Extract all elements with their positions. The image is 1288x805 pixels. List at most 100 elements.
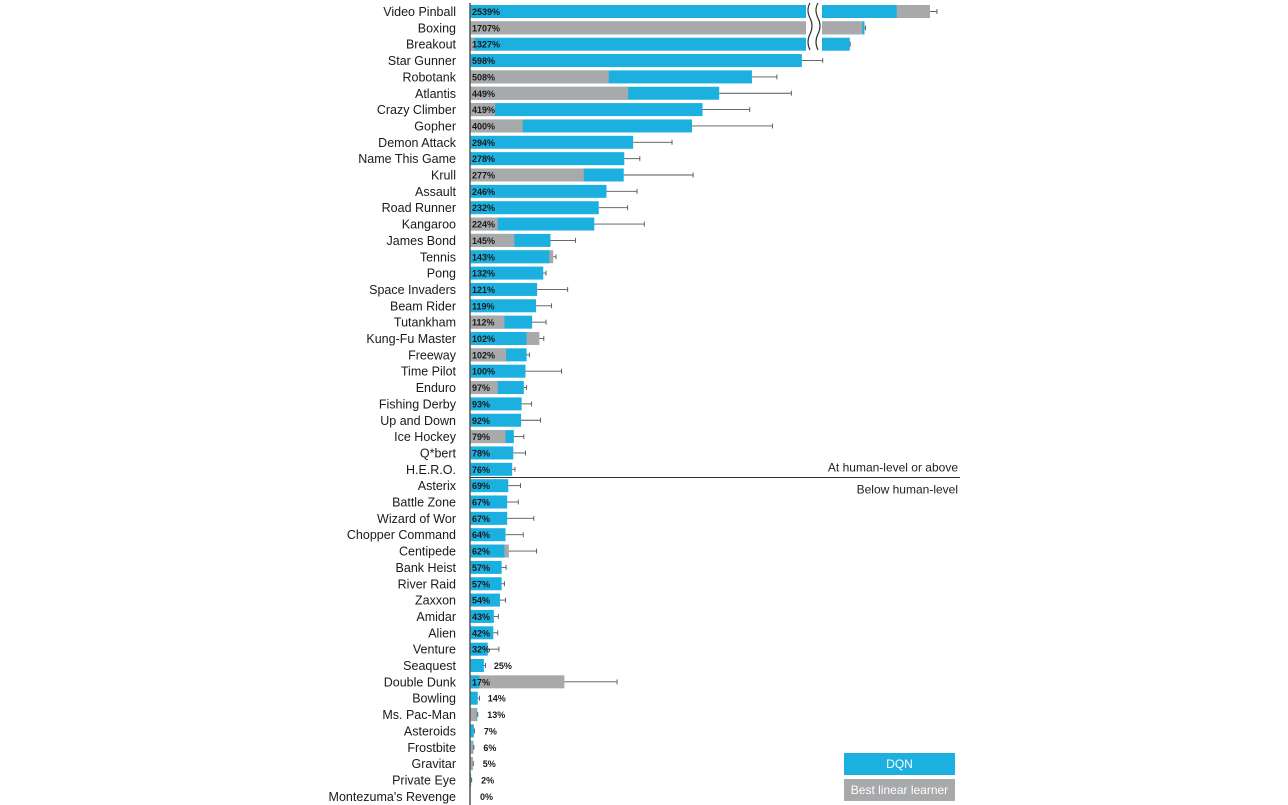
game-label: Frostbite — [407, 741, 456, 755]
game-label: Video Pinball — [383, 5, 456, 19]
game-label: Seaquest — [403, 659, 456, 673]
value-label: 2539% — [472, 7, 500, 17]
dqn-bar — [470, 184, 607, 198]
dqn-bar — [470, 54, 802, 68]
game-label: Chopper Command — [347, 528, 456, 542]
game-label: Double Dunk — [384, 675, 457, 689]
game-label: Battle Zone — [392, 496, 456, 510]
value-label: 145% — [472, 236, 495, 246]
above-human-level-label: At human-level or above — [828, 460, 958, 474]
below-human-level-label: Below human-level — [857, 482, 958, 496]
linear-bar — [470, 675, 565, 689]
dqn-bar — [470, 119, 692, 133]
game-label: Gopher — [414, 119, 456, 133]
game-label: Demon Attack — [378, 136, 457, 150]
value-label: 97% — [472, 383, 490, 393]
value-label: 25% — [494, 661, 512, 671]
value-label: 62% — [472, 547, 490, 557]
game-label: Kung-Fu Master — [366, 332, 456, 346]
dqn-bar — [470, 642, 488, 656]
game-label: H.E.R.O. — [406, 463, 456, 477]
value-label: 69% — [472, 481, 490, 491]
dqn-bar — [470, 593, 500, 607]
legend-dqn-swatch: DQN — [844, 753, 955, 775]
game-label: Tutankham — [394, 316, 456, 330]
axis-break-mark — [806, 0, 822, 55]
value-label: 1327% — [472, 40, 500, 50]
linear-bar — [470, 381, 498, 395]
value-label: 14% — [488, 694, 506, 704]
value-label: 400% — [472, 121, 495, 131]
dqn-bar — [470, 266, 544, 280]
dqn-bar — [470, 462, 513, 476]
game-label: Time Pilot — [401, 365, 457, 379]
game-label: Tennis — [420, 250, 456, 264]
game-label: Venture — [413, 643, 456, 657]
bars-layer — [470, 5, 938, 787]
linear-bar — [470, 217, 498, 231]
value-label: 508% — [472, 72, 495, 82]
game-label: Zaxxon — [415, 594, 456, 608]
value-label: 7% — [484, 726, 497, 736]
game-label: Breakout — [406, 38, 457, 52]
linear-bar — [470, 757, 473, 771]
game-label: Q*bert — [420, 446, 457, 460]
game-label: Up and Down — [380, 414, 456, 428]
dqn-bar — [470, 332, 527, 345]
dqn-bar — [470, 724, 474, 738]
value-label: 92% — [472, 416, 490, 426]
value-label: 13% — [487, 710, 505, 720]
dqn-bar — [470, 250, 550, 264]
dqn-bar — [470, 675, 480, 689]
value-label: 143% — [472, 252, 495, 262]
dqn-bar — [470, 495, 508, 509]
value-label: 449% — [472, 89, 495, 99]
value-label: 121% — [472, 285, 495, 295]
game-label: Bowling — [412, 692, 456, 706]
value-label: 112% — [472, 318, 495, 328]
dqn-bar — [470, 152, 625, 166]
dqn-bar — [470, 560, 502, 574]
value-label: 102% — [472, 350, 495, 360]
dqn-bar — [470, 135, 634, 149]
game-label: Star Gunner — [388, 54, 456, 68]
game-label: Freeway — [408, 348, 457, 362]
value-label: 277% — [472, 171, 495, 181]
linear-bar — [470, 708, 477, 722]
value-label: 278% — [472, 154, 495, 164]
game-label: Amidar — [416, 610, 456, 624]
game-label: Assault — [415, 185, 457, 199]
value-label: 2% — [481, 775, 494, 785]
game-label: James Bond — [387, 234, 457, 248]
legend-linear-swatch: Best linear learner — [844, 779, 955, 801]
linear-bar — [470, 740, 473, 754]
value-label: 232% — [472, 203, 495, 213]
value-label: 17% — [472, 677, 490, 687]
linear-bar — [470, 168, 584, 182]
game-label: Crazy Climber — [377, 103, 456, 117]
value-label: 67% — [472, 498, 490, 508]
dqn-bar — [470, 528, 506, 542]
dqn-bar — [470, 103, 703, 117]
value-label: 598% — [472, 56, 495, 66]
value-label: 42% — [472, 628, 490, 638]
value-label: 294% — [472, 138, 495, 148]
value-label: 119% — [472, 301, 495, 311]
game-label: Boxing — [418, 21, 456, 35]
game-label: Asterix — [418, 479, 457, 493]
value-label: 67% — [472, 514, 490, 524]
game-label: Asteroids — [404, 724, 456, 738]
linear-bar — [470, 103, 495, 117]
dqn-bar — [470, 217, 595, 231]
dqn-bar — [470, 5, 897, 18]
dqn-bar — [470, 479, 509, 493]
dqn-bar — [470, 413, 522, 427]
game-label: Space Invaders — [369, 283, 456, 297]
game-label: Robotank — [402, 70, 456, 84]
value-label: 57% — [472, 579, 490, 589]
game-label: Montezuma's Revenge — [329, 790, 457, 804]
game-label: Krull — [431, 169, 456, 183]
linear-bar — [470, 70, 609, 84]
game-label: Bank Heist — [396, 561, 457, 575]
dqn-bar — [470, 626, 494, 640]
